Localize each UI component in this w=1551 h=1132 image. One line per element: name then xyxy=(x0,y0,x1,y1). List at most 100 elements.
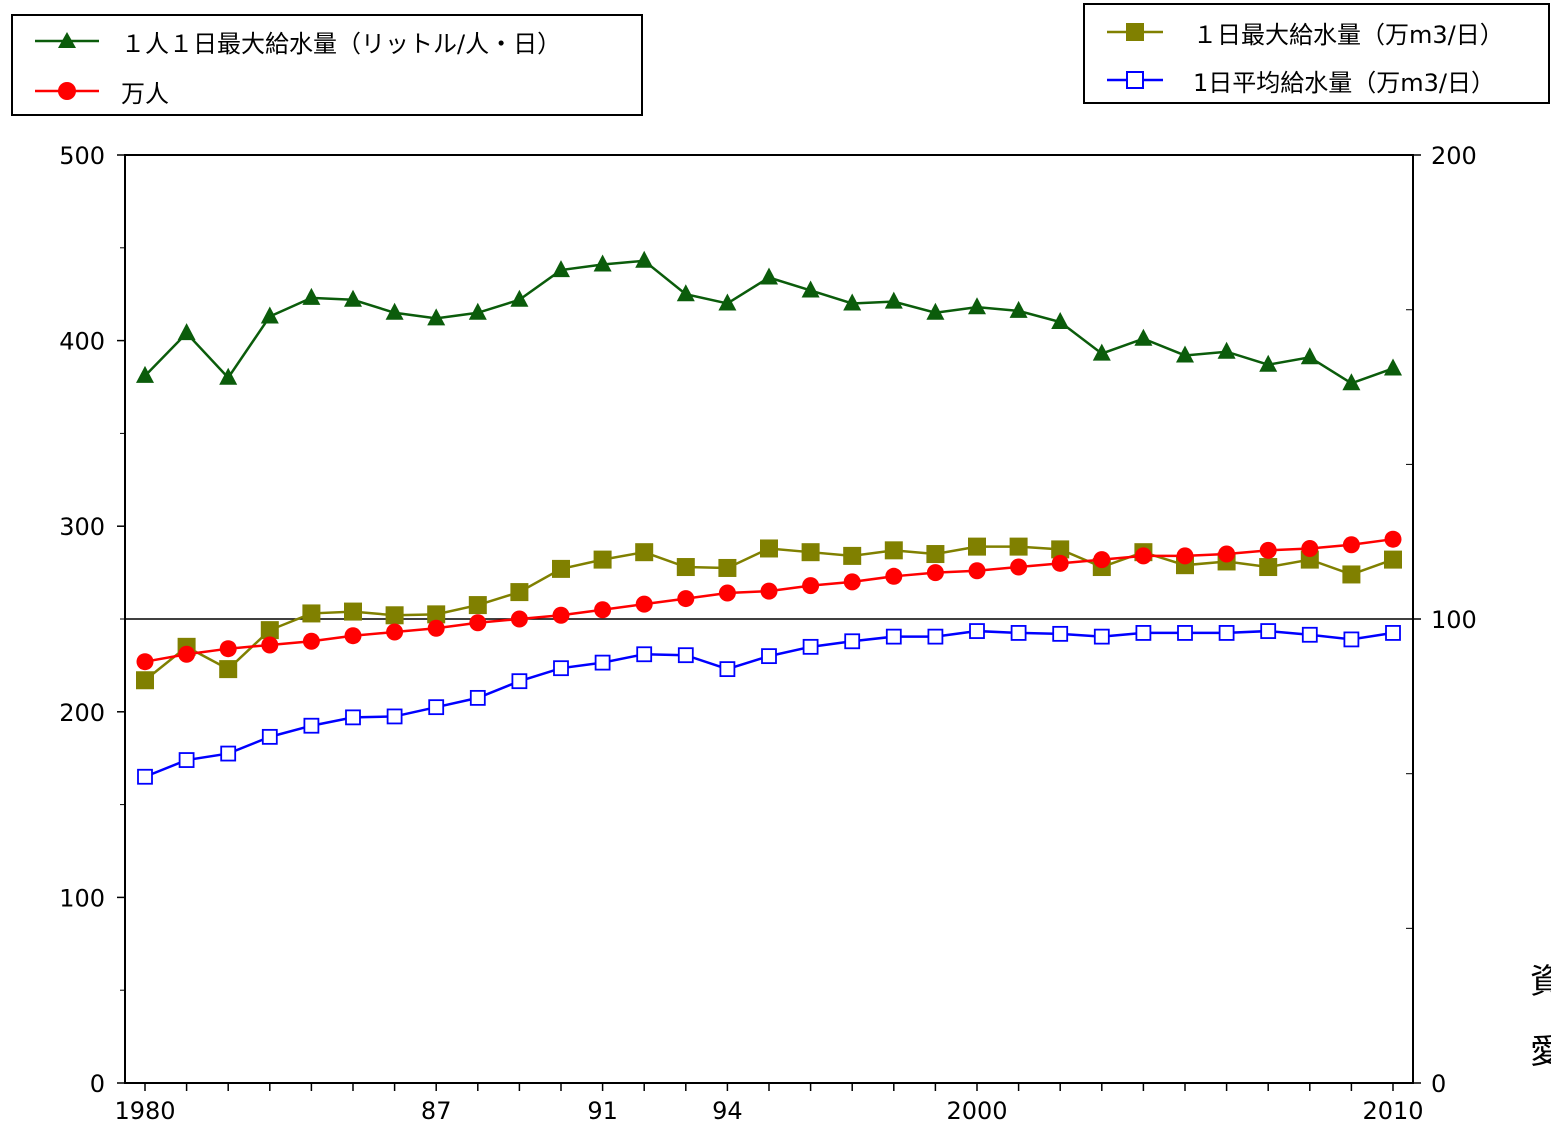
data-point-circle xyxy=(718,584,736,602)
data-point-open-square xyxy=(844,633,861,650)
data-point-circle xyxy=(594,601,612,619)
data-point-circle xyxy=(677,590,695,608)
data-point-circle xyxy=(926,564,944,582)
data-point-circle xyxy=(469,614,487,632)
y-left-tick-label: 0 xyxy=(90,1070,105,1098)
data-point-open-square xyxy=(719,661,736,678)
data-point-square xyxy=(1384,550,1402,569)
data-point-open-square xyxy=(1260,623,1277,639)
data-point-open-square xyxy=(885,628,902,645)
data-point-circle xyxy=(1218,545,1236,563)
data-point-square xyxy=(926,545,945,564)
data-point-triangle xyxy=(926,302,945,320)
data-point-circle xyxy=(1093,551,1111,569)
y-left-tick-label: 400 xyxy=(59,328,105,356)
data-point-circle xyxy=(219,640,237,658)
x-tick-label: 1980 xyxy=(114,1097,175,1125)
data-point-square xyxy=(1259,558,1278,577)
data-point-triangle xyxy=(468,302,487,320)
data-point-open-square xyxy=(553,660,569,677)
data-point-square xyxy=(676,558,695,577)
square-marker-icon xyxy=(1107,23,1163,41)
data-point-open-square xyxy=(1010,625,1027,641)
x-tick-label: 87 xyxy=(421,1097,452,1125)
data-point-triangle xyxy=(1051,312,1070,330)
data-point-open-square xyxy=(1135,625,1152,641)
data-point-triangle xyxy=(136,365,154,383)
x-tick-label: 91 xyxy=(587,1097,618,1125)
data-point-open-square xyxy=(1177,625,1193,641)
data-point-square xyxy=(427,605,446,624)
data-point-open-square xyxy=(303,717,320,734)
data-point-triangle xyxy=(344,289,362,307)
side-note-char-2: 愛 xyxy=(1530,1032,1551,1072)
data-point-triangle xyxy=(718,293,737,311)
data-point-open-square xyxy=(1343,631,1360,648)
data-point-open-square xyxy=(677,647,694,664)
data-point-triangle xyxy=(427,308,446,326)
data-point-circle xyxy=(885,567,903,585)
data-point-circle xyxy=(1384,530,1402,548)
data-point-triangle xyxy=(884,291,903,309)
data-point-circle xyxy=(760,582,778,600)
data-point-triangle xyxy=(1342,373,1361,391)
data-point-circle xyxy=(178,645,196,663)
data-point-open-square xyxy=(511,673,528,690)
data-point-circle xyxy=(968,562,986,580)
data-point-triangle xyxy=(1300,347,1319,365)
data-point-triangle xyxy=(760,267,778,285)
data-point-square xyxy=(260,621,279,640)
data-point-open-square xyxy=(594,654,611,671)
data-point-circle xyxy=(802,577,820,595)
data-point-open-square xyxy=(178,752,195,768)
data-point-square xyxy=(385,606,404,625)
data-point-open-square xyxy=(1093,628,1110,645)
data-point-square xyxy=(843,546,862,565)
series-line xyxy=(144,537,1394,663)
legend-label: 万人 xyxy=(121,79,169,108)
data-point-circle xyxy=(1051,554,1069,572)
data-point-square xyxy=(136,671,154,690)
legend-right: １日最大給水量（万m3/日） 1日平均給水量（万m3/日） xyxy=(1083,3,1550,104)
data-point-circle xyxy=(843,573,861,591)
data-point-square xyxy=(1342,565,1361,584)
data-point-triangle xyxy=(1176,345,1194,363)
data-point-open-square xyxy=(220,745,237,762)
circle-marker-icon xyxy=(35,82,99,100)
data-point-square xyxy=(302,604,321,623)
data-point-square xyxy=(801,543,820,562)
data-point-open-square xyxy=(345,709,361,726)
data-point-circle xyxy=(552,606,570,624)
data-point-circle xyxy=(635,595,653,613)
y-left-tick-label: 500 xyxy=(59,142,105,170)
legend-item-max-per-person: １人１日最大給水量（リットル/人・日） xyxy=(35,26,561,58)
data-point-triangle xyxy=(260,306,279,324)
legend-left: １人１日最大給水量（リットル/人・日） 万人 xyxy=(11,14,643,116)
data-point-triangle xyxy=(968,297,986,315)
data-point-square xyxy=(760,539,778,558)
x-tick-label: 2000 xyxy=(946,1097,1007,1125)
legend-label: 1日平均給水量（万m3/日） xyxy=(1193,68,1496,97)
data-point-triangle xyxy=(843,293,862,311)
data-point-open-square xyxy=(386,708,403,725)
data-point-open-square xyxy=(761,648,777,665)
x-tick-label: 2010 xyxy=(1362,1097,1423,1125)
data-point-triangle xyxy=(302,287,321,305)
data-point-circle xyxy=(261,636,279,654)
data-point-open-square xyxy=(802,638,819,655)
data-point-circle xyxy=(1342,536,1360,554)
data-point-square xyxy=(884,541,903,560)
data-point-open-square xyxy=(969,623,985,639)
data-point-open-square xyxy=(1385,625,1401,641)
legend-item-population: 万人 xyxy=(35,76,169,108)
data-point-square xyxy=(1051,540,1070,559)
side-note-char-1: 資 xyxy=(1530,962,1551,1002)
data-point-triangle xyxy=(801,280,820,298)
data-point-square xyxy=(344,602,362,621)
y-right-tick-label: 100 xyxy=(1431,606,1477,634)
data-point-triangle xyxy=(593,254,612,272)
data-point-square xyxy=(510,583,529,602)
data-point-triangle xyxy=(1009,300,1028,318)
data-point-triangle xyxy=(676,284,695,302)
data-point-circle xyxy=(1134,547,1152,565)
